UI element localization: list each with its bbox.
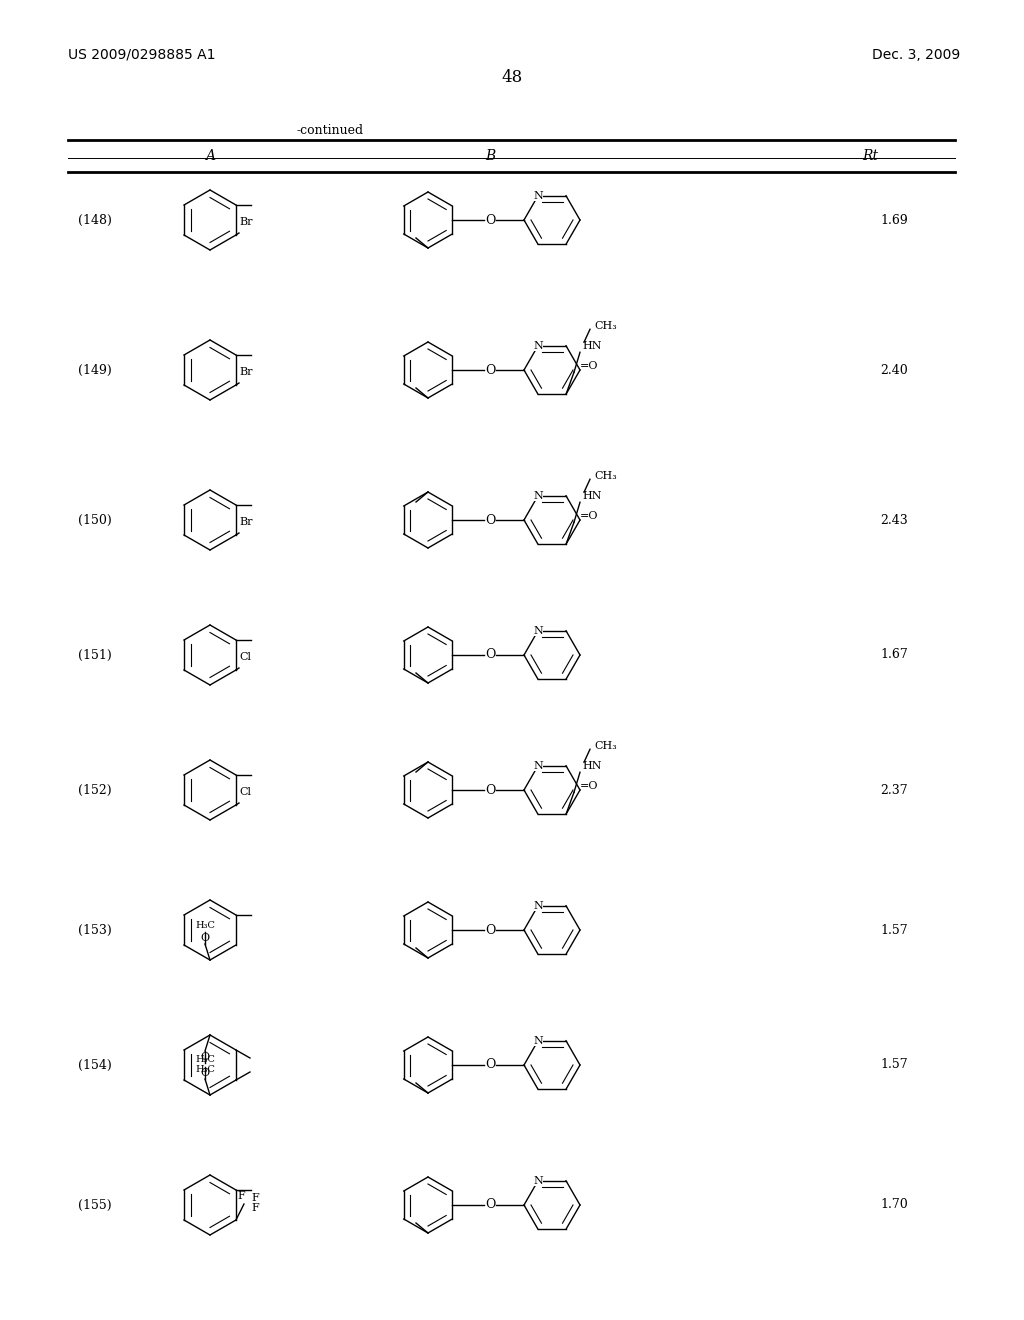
Text: CH₃: CH₃ xyxy=(594,471,616,482)
Text: 1.70: 1.70 xyxy=(880,1199,907,1212)
Text: Rt: Rt xyxy=(862,149,878,162)
Text: 1.57: 1.57 xyxy=(880,1059,907,1072)
Text: (152): (152) xyxy=(78,784,112,796)
Text: (153): (153) xyxy=(78,924,112,936)
Text: O: O xyxy=(201,1068,210,1078)
Text: F: F xyxy=(238,1191,245,1201)
Text: 48: 48 xyxy=(502,70,522,87)
Text: Br: Br xyxy=(239,216,253,227)
Text: CH₃: CH₃ xyxy=(594,321,616,331)
Text: (154): (154) xyxy=(78,1059,112,1072)
Text: B: B xyxy=(485,149,496,162)
Text: HN: HN xyxy=(582,491,601,502)
Text: O: O xyxy=(484,648,496,661)
Text: 1.67: 1.67 xyxy=(880,648,907,661)
Text: N: N xyxy=(534,760,543,771)
Text: O: O xyxy=(201,933,210,942)
Text: H₃C: H₃C xyxy=(195,920,215,929)
Text: (155): (155) xyxy=(78,1199,112,1212)
Text: 2.40: 2.40 xyxy=(880,363,907,376)
Text: O: O xyxy=(484,513,496,527)
Text: F: F xyxy=(251,1203,259,1213)
Text: H₃C: H₃C xyxy=(195,1056,215,1064)
Text: Cl: Cl xyxy=(239,652,251,663)
Text: =O: =O xyxy=(580,781,598,791)
Text: 2.43: 2.43 xyxy=(880,513,907,527)
Text: Cl: Cl xyxy=(239,787,251,797)
Text: O: O xyxy=(484,924,496,936)
Text: O: O xyxy=(484,1199,496,1212)
Text: N: N xyxy=(534,900,543,911)
Text: N: N xyxy=(534,491,543,500)
Text: N: N xyxy=(534,1036,543,1045)
Text: F: F xyxy=(251,1193,259,1203)
Text: (148): (148) xyxy=(78,214,112,227)
Text: 1.57: 1.57 xyxy=(880,924,907,936)
Text: CH₃: CH₃ xyxy=(594,742,616,751)
Text: 2.37: 2.37 xyxy=(880,784,907,796)
Text: (150): (150) xyxy=(78,513,112,527)
Text: =O: =O xyxy=(580,511,598,521)
Text: Dec. 3, 2009: Dec. 3, 2009 xyxy=(871,48,961,62)
Text: N: N xyxy=(534,341,543,351)
Text: US 2009/0298885 A1: US 2009/0298885 A1 xyxy=(68,48,215,62)
Text: Br: Br xyxy=(239,517,253,527)
Text: H₃C: H₃C xyxy=(195,1065,215,1074)
Text: (151): (151) xyxy=(78,648,112,661)
Text: -continued: -continued xyxy=(296,124,364,136)
Text: HN: HN xyxy=(582,342,601,351)
Text: O: O xyxy=(484,784,496,796)
Text: HN: HN xyxy=(582,762,601,771)
Text: O: O xyxy=(201,1052,210,1063)
Text: A: A xyxy=(205,149,215,162)
Text: (149): (149) xyxy=(78,363,112,376)
Text: N: N xyxy=(534,626,543,636)
Text: N: N xyxy=(534,191,543,201)
Text: O: O xyxy=(484,214,496,227)
Text: O: O xyxy=(484,363,496,376)
Text: =O: =O xyxy=(580,362,598,371)
Text: N: N xyxy=(534,1176,543,1185)
Text: O: O xyxy=(484,1059,496,1072)
Text: Br: Br xyxy=(239,367,253,378)
Text: 1.69: 1.69 xyxy=(880,214,907,227)
